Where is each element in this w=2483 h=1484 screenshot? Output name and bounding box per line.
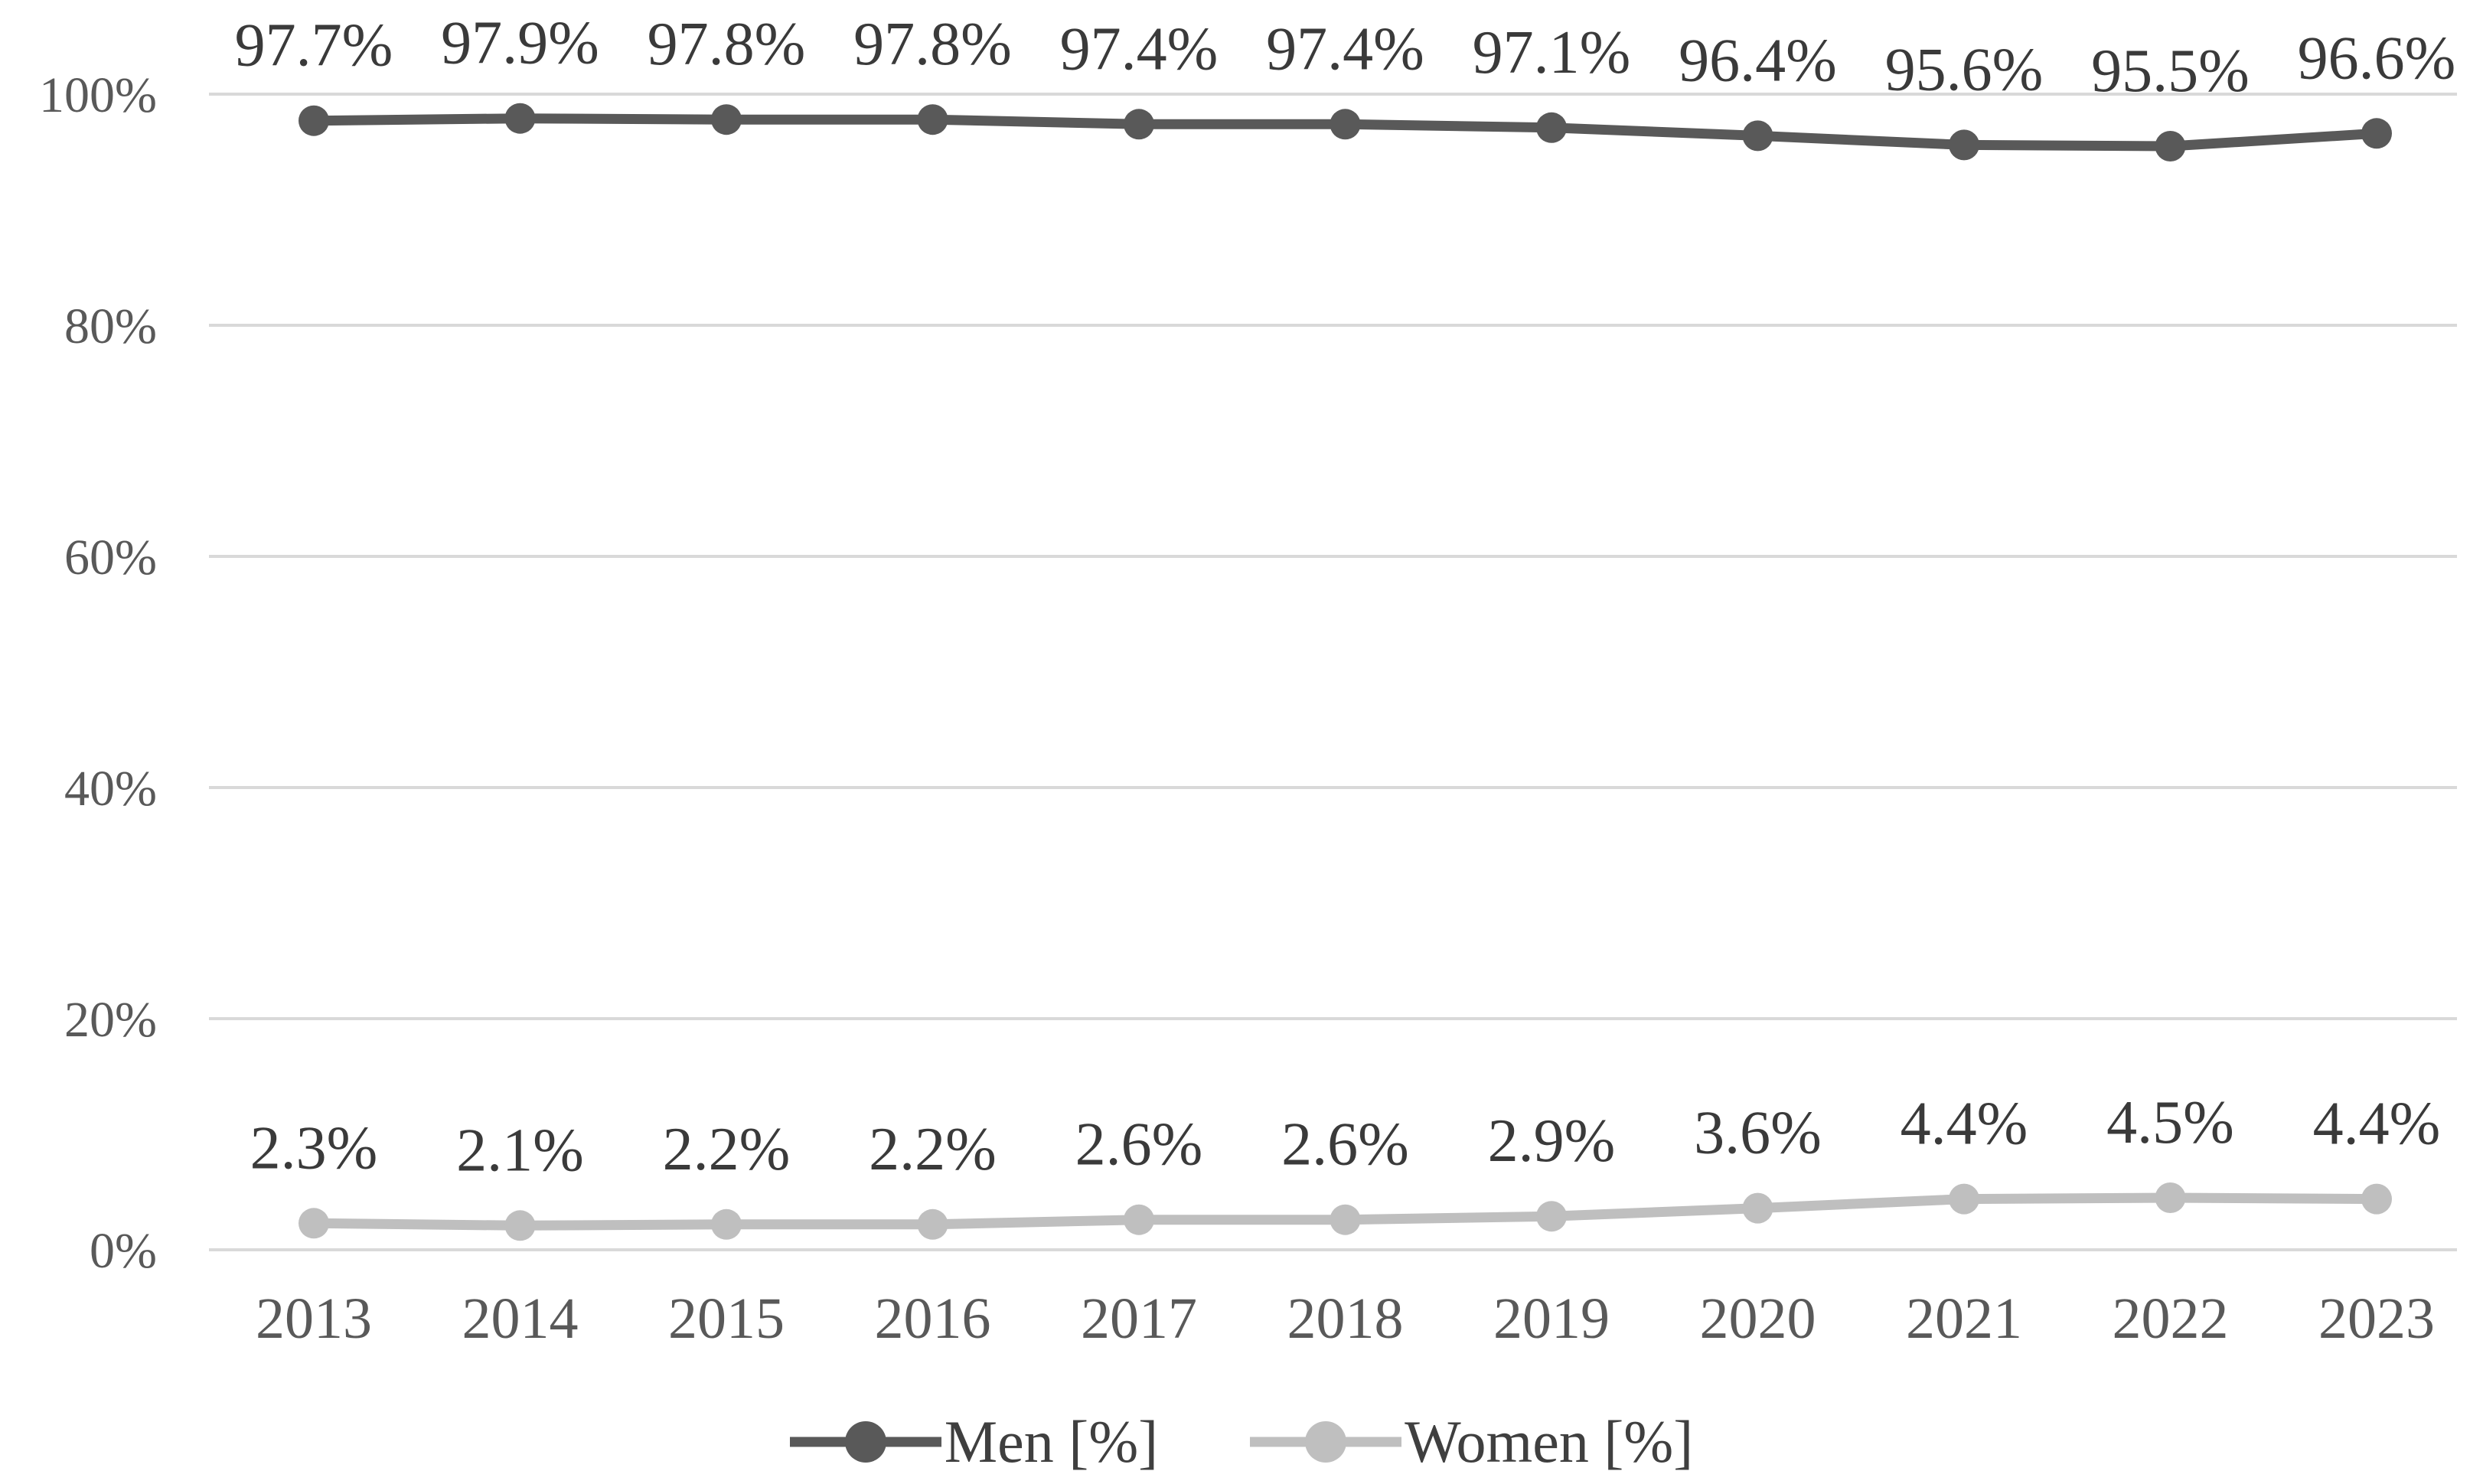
x-tick-label: 2016 bbox=[875, 1287, 991, 1351]
men-data-point-marker bbox=[2361, 118, 2392, 149]
women-data-label: 4.4% bbox=[2313, 1091, 2441, 1158]
y-tick-label: 60% bbox=[64, 530, 157, 585]
women-data-label: 3.6% bbox=[1694, 1100, 1822, 1167]
x-tick-label: 2014 bbox=[462, 1287, 579, 1351]
women-data-label: 2.2% bbox=[869, 1116, 997, 1183]
men-data-label: 97.8% bbox=[648, 11, 806, 78]
women-data-label: 2.6% bbox=[1075, 1111, 1203, 1179]
men-data-point-marker bbox=[1949, 129, 1979, 161]
women-data-point-marker bbox=[1124, 1204, 1154, 1235]
y-tick-label: 0% bbox=[90, 1223, 157, 1279]
women-data-point-marker bbox=[917, 1208, 948, 1240]
legend-men-dot bbox=[844, 1421, 886, 1463]
women-data-point-marker bbox=[1949, 1183, 1979, 1215]
men-data-label: 97.4% bbox=[1060, 15, 1219, 83]
women-data-label: 2.2% bbox=[663, 1116, 791, 1183]
men-data-point-marker bbox=[1330, 109, 1361, 140]
legend-item-men: Men [%] bbox=[789, 1408, 1159, 1475]
women-data-point-marker bbox=[2361, 1183, 2392, 1215]
men-data-point-marker bbox=[711, 104, 742, 135]
women-data-label: 2.9% bbox=[1488, 1107, 1616, 1175]
legend-item-women: Women [%] bbox=[1250, 1412, 1693, 1472]
x-tick-label: 2017 bbox=[1081, 1287, 1197, 1351]
men-data-label: 97.7% bbox=[235, 12, 393, 80]
y-tick-label: 100% bbox=[39, 67, 157, 123]
women-data-label: 2.3% bbox=[250, 1114, 378, 1182]
chart-legend: Men [%] Women [%] bbox=[0, 1412, 2483, 1472]
x-tick-label: 2021 bbox=[1906, 1287, 2022, 1351]
y-tick-label: 40% bbox=[64, 761, 157, 817]
men-data-point-marker bbox=[504, 103, 536, 134]
legend-label-women: Women [%] bbox=[1405, 1408, 1694, 1475]
women-data-point-marker bbox=[1742, 1192, 1773, 1224]
men-data-point-marker bbox=[1742, 120, 1773, 152]
x-tick-label: 2019 bbox=[1493, 1287, 1610, 1351]
women-data-point-marker bbox=[1330, 1204, 1361, 1235]
x-tick-label: 2013 bbox=[256, 1287, 372, 1351]
men-data-label: 96.6% bbox=[2298, 24, 2456, 92]
men-data-point-marker bbox=[1124, 109, 1154, 140]
men-data-point-marker bbox=[299, 105, 329, 136]
x-tick-label: 2023 bbox=[2318, 1287, 2435, 1351]
women-data-point-marker bbox=[711, 1208, 742, 1240]
women-data-point-marker bbox=[1536, 1201, 1567, 1232]
women-data-label: 2.1% bbox=[456, 1117, 584, 1184]
legend-label-men: Men [%] bbox=[944, 1408, 1159, 1475]
men-data-label: 95.6% bbox=[1885, 36, 2044, 103]
legend-men-line-marker-icon bbox=[789, 1420, 941, 1464]
men-data-point-marker bbox=[2155, 131, 2186, 161]
y-tick-label: 20% bbox=[64, 992, 157, 1048]
x-tick-label: 2018 bbox=[1287, 1287, 1404, 1351]
x-tick-label: 2022 bbox=[2113, 1287, 2229, 1351]
y-tick-label: 80% bbox=[64, 298, 157, 354]
men-data-label: 97.1% bbox=[1473, 19, 1631, 86]
men-data-label: 97.9% bbox=[441, 10, 599, 77]
x-tick-label: 2015 bbox=[668, 1287, 785, 1351]
men-data-point-marker bbox=[1536, 112, 1567, 143]
women-data-label: 2.6% bbox=[1281, 1111, 1409, 1179]
x-tick-label: 2020 bbox=[1700, 1287, 1816, 1351]
men-data-label: 97.8% bbox=[853, 11, 1012, 78]
men-data-label: 97.4% bbox=[1266, 15, 1424, 83]
men-data-label: 96.4% bbox=[1679, 27, 1837, 94]
women-data-label: 4.5% bbox=[2106, 1089, 2234, 1156]
women-data-point-marker bbox=[299, 1208, 329, 1239]
women-data-label: 4.4% bbox=[1901, 1091, 2028, 1158]
legend-women-line-marker-icon bbox=[1250, 1420, 1402, 1464]
men-data-point-marker bbox=[917, 104, 948, 135]
women-data-point-marker bbox=[504, 1210, 536, 1241]
men-data-label: 95.5% bbox=[2091, 38, 2250, 105]
legend-women-dot bbox=[1305, 1421, 1347, 1463]
women-data-point-marker bbox=[2155, 1182, 2186, 1213]
